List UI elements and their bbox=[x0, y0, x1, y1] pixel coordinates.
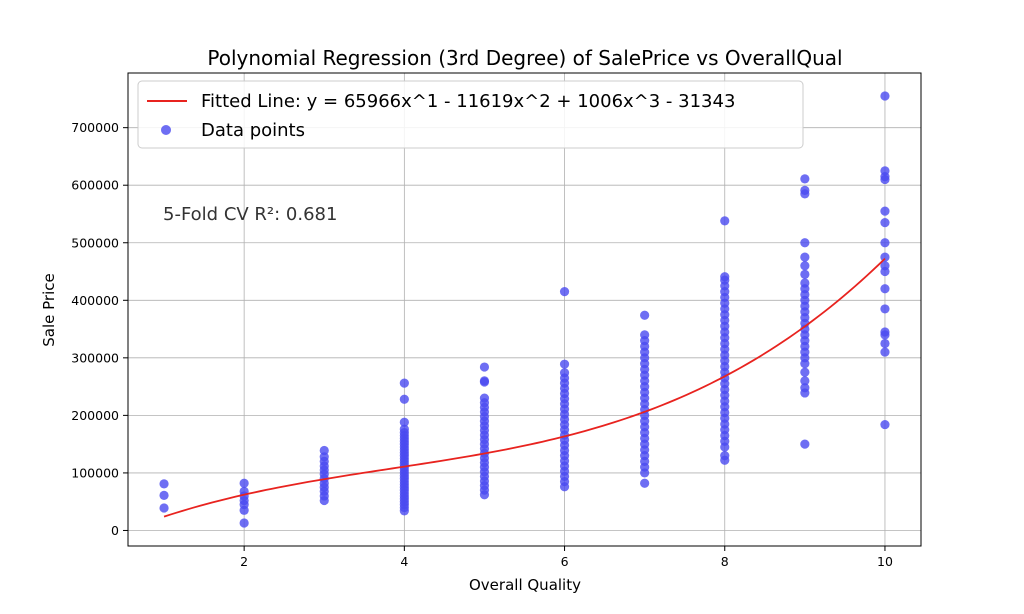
data-point bbox=[800, 439, 810, 449]
data-point bbox=[159, 490, 169, 500]
data-point bbox=[399, 424, 409, 434]
data-point bbox=[399, 378, 409, 388]
x-tick-label: 8 bbox=[721, 554, 729, 569]
data-point bbox=[880, 206, 890, 216]
data-point bbox=[880, 347, 890, 357]
x-tick-label: 6 bbox=[561, 554, 569, 569]
cv-score-annotation: 5-Fold CV R²: 0.681 bbox=[163, 204, 337, 225]
y-tick-label: 0 bbox=[111, 523, 119, 538]
data-point bbox=[800, 376, 810, 386]
data-point bbox=[319, 445, 329, 456]
legend: Fitted Line: y = 65966x^1 - 11619x^2 + 1… bbox=[137, 80, 804, 149]
y-tick-label: 300000 bbox=[71, 350, 119, 365]
data-point bbox=[159, 479, 169, 489]
data-point bbox=[800, 383, 810, 393]
y-tick-label: 400000 bbox=[71, 293, 119, 308]
x-tick-label: 2 bbox=[240, 554, 248, 569]
legend-point-swatch bbox=[161, 125, 171, 135]
data-point bbox=[800, 261, 810, 271]
plot-frame bbox=[127, 72, 922, 547]
data-point bbox=[479, 376, 490, 386]
data-point bbox=[720, 451, 730, 461]
y-axis-label: Sale Price bbox=[40, 273, 58, 346]
data-point bbox=[800, 252, 810, 262]
data-point bbox=[880, 91, 890, 101]
data-point bbox=[880, 327, 890, 337]
chart-title: Polynomial Regression (3rd Degree) of Sa… bbox=[207, 46, 842, 70]
data-points-layer bbox=[159, 91, 890, 528]
data-point bbox=[880, 304, 890, 314]
x-tick-label: 4 bbox=[400, 554, 408, 569]
x-axis-label: Overall Quality bbox=[469, 576, 581, 594]
data-point bbox=[880, 166, 890, 176]
y-axis-ticks: 0 100000 200000 300000 400000 500000 600000 700… bbox=[71, 120, 128, 538]
y-tick-label: 200000 bbox=[71, 408, 119, 423]
data-point bbox=[800, 185, 810, 195]
x-tick-label: 10 bbox=[877, 554, 893, 569]
data-point bbox=[880, 238, 890, 248]
data-point bbox=[800, 278, 810, 288]
data-point bbox=[880, 284, 890, 294]
data-point bbox=[720, 216, 730, 226]
data-point bbox=[239, 518, 249, 528]
data-point bbox=[559, 368, 570, 378]
data-point bbox=[559, 287, 570, 297]
data-point bbox=[640, 330, 650, 340]
data-point bbox=[159, 503, 169, 513]
x-axis-ticks: 2 4 6 8 10 bbox=[240, 546, 893, 569]
data-point bbox=[720, 272, 730, 282]
data-point bbox=[880, 338, 890, 349]
y-tick-label: 100000 bbox=[71, 465, 119, 480]
data-point bbox=[559, 359, 570, 369]
data-point bbox=[800, 367, 810, 377]
data-point bbox=[800, 174, 810, 184]
data-point bbox=[239, 478, 249, 488]
y-tick-label: 600000 bbox=[71, 178, 119, 193]
data-point bbox=[880, 261, 890, 271]
data-point bbox=[399, 417, 409, 427]
data-point bbox=[479, 393, 490, 403]
data-point bbox=[800, 238, 810, 248]
data-point bbox=[319, 452, 329, 462]
data-point bbox=[479, 362, 490, 372]
data-point bbox=[640, 310, 650, 320]
data-point bbox=[800, 269, 810, 279]
data-point bbox=[880, 419, 890, 430]
y-tick-label: 500000 bbox=[71, 235, 119, 250]
data-point bbox=[880, 218, 890, 228]
data-point bbox=[640, 478, 650, 488]
y-tick-label: 700000 bbox=[71, 120, 119, 135]
data-point bbox=[880, 252, 890, 262]
legend-box bbox=[137, 80, 804, 149]
legend-label-data-points: Data points bbox=[201, 120, 305, 141]
fitted-line-layer bbox=[163, 257, 886, 518]
data-point bbox=[399, 394, 409, 404]
fitted-regression-line bbox=[163, 257, 886, 518]
legend-label-fitted-line: Fitted Line: y = 65966x^1 - 11619x^2 + 1… bbox=[201, 91, 735, 112]
